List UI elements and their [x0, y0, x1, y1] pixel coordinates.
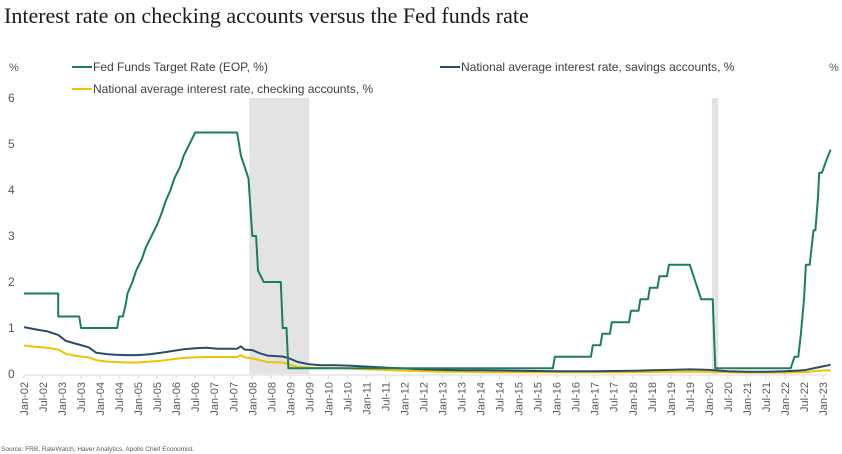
x-tick-label-Jul-20: Jul-20 — [723, 382, 735, 412]
x-tick-label-Jul-10: Jul-10 — [342, 382, 354, 412]
x-tick-label-Jul-09: Jul-09 — [304, 382, 316, 412]
y-tick-label-5: 5 — [8, 137, 15, 151]
x-tick-label-Jul-22: Jul-22 — [799, 382, 811, 412]
y-axis-unit-right: % — [829, 62, 839, 74]
x-tick-label-Jan-21: Jan-21 — [742, 382, 754, 416]
legend-item-fed-funds: Fed Funds Target Rate (EOP, %) — [72, 60, 268, 74]
y-tick-label-6: 6 — [8, 91, 15, 105]
x-tick-label-Jul-02: Jul-02 — [38, 382, 50, 412]
y-tick-label-1: 1 — [8, 321, 15, 335]
legend-swatch-savings — [440, 66, 460, 68]
x-tick-label-Jan-18: Jan-18 — [628, 382, 640, 416]
recession-shading-group — [249, 98, 719, 374]
x-tick-label-Jul-05: Jul-05 — [152, 382, 164, 412]
x-tick-label-Jan-12: Jan-12 — [399, 382, 411, 416]
y-tick-label-0: 0 — [8, 367, 15, 381]
x-tick-label-Jan-10: Jan-10 — [323, 382, 335, 416]
legend-label-fed-funds: Fed Funds Target Rate (EOP, %) — [93, 60, 268, 74]
x-tick-label-Jan-17: Jan-17 — [590, 382, 602, 416]
x-tick-label-Jul-12: Jul-12 — [419, 382, 431, 412]
y-axis-unit-left: % — [9, 62, 19, 74]
x-tick-label-Jan-11: Jan-11 — [361, 382, 373, 415]
x-tick-label-Jan-09: Jan-09 — [285, 382, 297, 416]
series-line-checking — [23, 344, 831, 374]
x-tick-label-Jul-14: Jul-14 — [495, 382, 507, 412]
legend-label-savings: National average interest rate, savings … — [461, 60, 735, 74]
chart-title: Interest rate on checking accounts versu… — [4, 3, 529, 28]
x-tick-label-Jan-03: Jan-03 — [57, 382, 69, 416]
x-axis: Jan-02 Jul-02 Jan-03 Jul-03 Jan-04 Jul-04 Jan-… — [19, 374, 830, 416]
x-tick-label-Jul-08: Jul-08 — [266, 382, 278, 412]
x-tick-label-Jul-15: Jul-15 — [533, 382, 545, 412]
x-tick-label-Jan-20: Jan-20 — [704, 382, 716, 416]
legend-label-checking: National average interest rate, checking… — [93, 82, 374, 96]
x-tick-label-Jan-23: Jan-23 — [818, 382, 830, 416]
x-tick-label-Jul-21: Jul-21 — [761, 382, 773, 412]
x-tick-label-Jan-16: Jan-16 — [552, 382, 564, 416]
x-tick-label-Jul-03: Jul-03 — [76, 382, 88, 412]
x-tick-label-Jul-18: Jul-18 — [647, 382, 659, 412]
x-tick-label-Jan-07: Jan-07 — [209, 382, 221, 416]
x-tick-label-Jan-06: Jan-06 — [171, 382, 183, 416]
x-tick-label-Jan-15: Jan-15 — [514, 382, 526, 416]
x-tick-label-Jul-17: Jul-17 — [609, 382, 621, 412]
legend-item-checking: National average interest rate, checking… — [72, 82, 373, 96]
x-tick-label-Jul-16: Jul-16 — [571, 382, 583, 412]
x-tick-label-Jan-04: Jan-04 — [95, 382, 107, 416]
x-tick-label-Jan-14: Jan-14 — [476, 382, 488, 416]
x-tick-label-Jul-06: Jul-06 — [190, 382, 202, 412]
x-tick-label-Jan-05: Jan-05 — [133, 382, 145, 416]
x-tick-label-Jan-02: Jan-02 — [19, 382, 31, 416]
series-line-fed-funds — [24, 131, 832, 370]
x-tick-label-Jul-13: Jul-13 — [457, 382, 469, 412]
x-tick-label-Jan-22: Jan-22 — [780, 382, 792, 416]
x-tick-label-Jan-13: Jan-13 — [438, 382, 450, 416]
y-tick-label-3: 3 — [8, 229, 15, 243]
source-note: Source: FRB, RateWatch, Haver Analytics,… — [1, 446, 195, 453]
recession-band-0 — [249, 98, 310, 374]
y-axis: 0 1 2 3 4 5 6 — [8, 91, 15, 381]
x-tick-label-Jul-04: Jul-04 — [114, 382, 126, 412]
series-line-savings — [23, 326, 831, 373]
y-tick-label-2: 2 — [8, 275, 15, 289]
x-tick-label-Jul-11: Jul-11 — [380, 382, 392, 411]
legend-item-savings: National average interest rate, savings … — [440, 60, 734, 74]
x-tick-label-Jul-19: Jul-19 — [685, 382, 697, 412]
x-tick-label-Jan-19: Jan-19 — [666, 382, 678, 416]
legend-swatch-checking — [72, 88, 92, 90]
y-tick-label-4: 4 — [8, 183, 15, 197]
series-lines — [23, 131, 832, 374]
legend-swatch-fed-funds — [72, 66, 92, 68]
x-tick-label-Jul-07: Jul-07 — [228, 382, 240, 412]
x-tick-label-Jan-08: Jan-08 — [247, 382, 259, 416]
recession-band-1 — [711, 98, 719, 374]
